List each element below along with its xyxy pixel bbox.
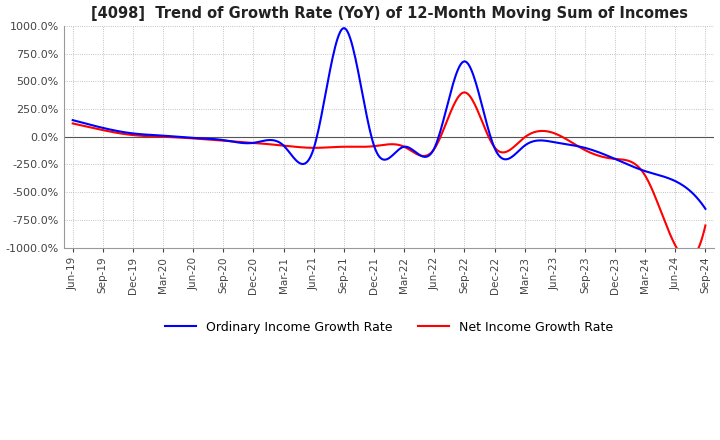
Net Income Growth Rate xyxy=(460,90,469,95)
Net Income Growth Rate xyxy=(685,257,693,262)
Legend: Ordinary Income Growth Rate, Net Income Growth Rate: Ordinary Income Growth Rate, Net Income … xyxy=(160,316,618,339)
Ordinary Income Growth Rate xyxy=(588,147,597,153)
Net Income Growth Rate xyxy=(68,121,77,126)
Net Income Growth Rate xyxy=(588,151,597,156)
Ordinary Income Growth Rate xyxy=(340,26,348,31)
Ordinary Income Growth Rate xyxy=(374,153,382,158)
Net Income Growth Rate xyxy=(410,150,419,156)
Ordinary Income Growth Rate xyxy=(701,206,710,212)
Title: [4098]  Trend of Growth Rate (YoY) of 12-Month Moving Sum of Incomes: [4098] Trend of Growth Rate (YoY) of 12-… xyxy=(91,6,688,21)
Line: Ordinary Income Growth Rate: Ordinary Income Growth Rate xyxy=(73,28,706,209)
Net Income Growth Rate xyxy=(688,255,697,260)
Ordinary Income Growth Rate xyxy=(68,117,77,123)
Net Income Growth Rate xyxy=(373,143,382,148)
Net Income Growth Rate xyxy=(369,143,377,149)
Net Income Growth Rate xyxy=(445,113,454,118)
Ordinary Income Growth Rate xyxy=(446,90,455,95)
Ordinary Income Growth Rate xyxy=(687,190,696,195)
Net Income Growth Rate xyxy=(701,223,710,228)
Ordinary Income Growth Rate xyxy=(370,144,379,150)
Ordinary Income Growth Rate xyxy=(412,150,420,155)
Line: Net Income Growth Rate: Net Income Growth Rate xyxy=(73,92,706,259)
